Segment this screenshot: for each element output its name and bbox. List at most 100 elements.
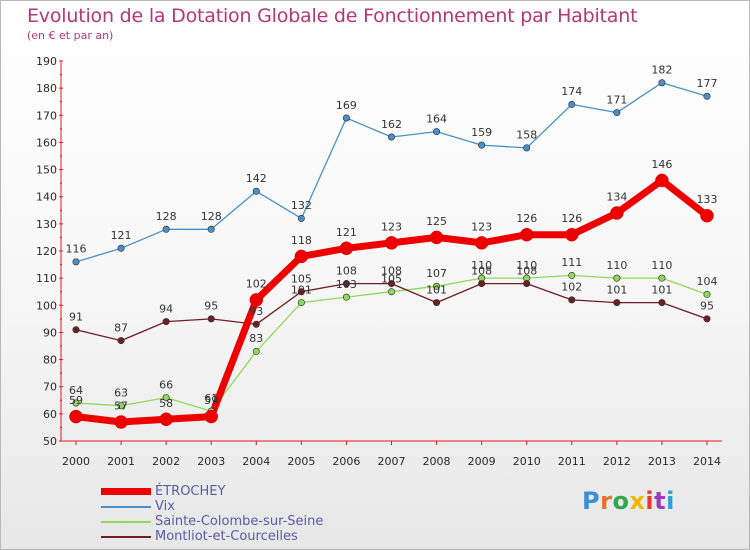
- chart-subtitle: (en € et par an): [27, 29, 114, 42]
- data-label-montliot-et-courcelles: 91: [69, 311, 83, 324]
- data-point-montliot-et-courcelles: [72, 326, 80, 334]
- data-point-montliot-et-courcelles: [478, 280, 486, 288]
- data-point-trochey: [384, 236, 399, 250]
- data-label-montliot-et-courcelles: 93: [249, 305, 263, 318]
- data-label-montliot-et-courcelles: 101: [606, 283, 627, 296]
- data-point-vix: [703, 92, 711, 100]
- data-point-sainte-colombe-sur-seine: [72, 399, 80, 407]
- data-point-trochey: [429, 230, 444, 245]
- data-point-montliot-et-courcelles: [568, 296, 576, 304]
- data-label-sainte-colombe-sur-seine: 110: [606, 259, 627, 272]
- series-points: [69, 79, 714, 429]
- data-point-trochey: [610, 206, 624, 220]
- y-tick-label: 90: [43, 326, 57, 339]
- data-label-montliot-et-courcelles: 94: [159, 302, 173, 315]
- data-label-trochey: 125: [426, 215, 447, 228]
- data-label-sainte-colombe-sur-seine: 105: [381, 273, 402, 286]
- data-label-vix: 128: [156, 210, 177, 223]
- data-label-montliot-et-courcelles: 105: [291, 273, 312, 286]
- data-label-vix: 158: [516, 129, 537, 142]
- data-point-vix: [117, 244, 125, 252]
- y-tick-label: 80: [43, 354, 57, 367]
- data-label-sainte-colombe-sur-seine: 101: [291, 283, 312, 296]
- data-label-trochey: 57: [114, 400, 128, 413]
- data-label-trochey: 58: [159, 397, 173, 410]
- logo-letter: x: [629, 487, 646, 515]
- y-tick-label: 70: [43, 381, 57, 394]
- x-tick-label: 2012: [603, 455, 631, 468]
- data-point-trochey: [655, 173, 669, 188]
- data-label-trochey: 102: [246, 277, 267, 290]
- data-label-trochey: 59: [204, 394, 218, 407]
- data-label-montliot-et-courcelles: 108: [336, 264, 357, 277]
- data-point-sainte-colombe-sur-seine: [252, 347, 260, 355]
- x-tick-label: 2011: [558, 455, 586, 468]
- data-label-montliot-et-courcelles: 101: [426, 283, 447, 296]
- proxiti-logo: Proxiti: [582, 487, 675, 515]
- data-point-trochey: [204, 409, 218, 424]
- data-point-trochey: [339, 241, 354, 256]
- x-tick-label: 2004: [242, 455, 270, 468]
- x-tick-label: 2005: [287, 455, 315, 468]
- chart-title: Evolution de la Dotation Globale de Fonc…: [27, 5, 638, 27]
- data-point-vix: [658, 79, 666, 87]
- data-point-trochey: [159, 412, 173, 427]
- y-tick-label: 180: [36, 82, 57, 95]
- data-label-vix: 121: [111, 229, 132, 242]
- data-label-vix: 171: [606, 93, 627, 106]
- data-label-trochey: 133: [697, 193, 718, 206]
- data-point-vix: [478, 141, 486, 149]
- data-label-montliot-et-courcelles: 87: [114, 321, 128, 334]
- legend-label-montliot: Montliot-et-Courcelles: [155, 529, 298, 544]
- data-label-montliot-et-courcelles: 108: [516, 264, 537, 277]
- data-label-vix: 159: [471, 126, 492, 139]
- data-label-sainte-colombe-sur-seine: 63: [114, 387, 128, 400]
- data-label-sainte-colombe-sur-seine: 103: [336, 278, 357, 291]
- data-label-montliot-et-courcelles: 101: [651, 283, 672, 296]
- data-point-montliot-et-courcelles: [252, 320, 260, 328]
- legend-label-etrochey: ÉTROCHEY: [155, 484, 226, 499]
- legend-swatch-montliot: [101, 536, 151, 538]
- logo-letter: i: [645, 487, 655, 515]
- data-point-montliot-et-courcelles: [297, 288, 305, 296]
- y-tick-label: 110: [36, 272, 57, 285]
- data-point-vix: [297, 214, 305, 222]
- data-label-trochey: 123: [471, 220, 492, 233]
- data-label-vix: 162: [381, 118, 402, 131]
- y-tick-label: 100: [36, 299, 57, 312]
- data-label-montliot-et-courcelles: 108: [471, 264, 492, 277]
- data-point-trochey: [565, 227, 579, 242]
- data-point-sainte-colombe-sur-seine: [117, 402, 125, 410]
- logo-letter: i: [666, 487, 675, 515]
- data-point-sainte-colombe-sur-seine: [658, 274, 666, 282]
- legend-swatch-sainte-colombe: [101, 521, 151, 523]
- data-label-sainte-colombe-sur-seine: 83: [249, 332, 263, 345]
- data-label-trochey: 146: [651, 158, 672, 171]
- data-label-trochey: 123: [381, 220, 402, 233]
- y-tick-label: 190: [36, 55, 57, 68]
- logo-letter: P: [582, 487, 601, 515]
- y-tick-label: 60: [43, 408, 57, 421]
- data-label-sainte-colombe-sur-seine: 111: [561, 256, 582, 269]
- data-label-montliot-et-courcelles: 95: [204, 300, 218, 313]
- data-point-trochey: [474, 236, 489, 250]
- y-tick-label: 170: [36, 109, 57, 122]
- x-tick-label: 2014: [693, 455, 721, 468]
- data-point-vix: [207, 225, 215, 233]
- x-tick-label: 2010: [513, 455, 541, 468]
- data-label-sainte-colombe-sur-seine: 66: [159, 378, 173, 391]
- data-point-sainte-colombe-sur-seine: [162, 394, 170, 402]
- data-point-trochey: [294, 249, 309, 264]
- data-label-montliot-et-courcelles: 95: [700, 300, 714, 313]
- legend-swatch-vix: [101, 506, 151, 508]
- x-tick-label: 2001: [107, 455, 135, 468]
- data-label-vix: 142: [246, 172, 267, 185]
- data-point-montliot-et-courcelles: [162, 318, 170, 326]
- data-point-trochey: [249, 293, 264, 307]
- x-tick-label: 2007: [378, 455, 406, 468]
- y-tick-label: 150: [36, 164, 57, 177]
- data-label-sainte-colombe-sur-seine: 110: [471, 259, 492, 272]
- data-label-vix: 177: [697, 77, 718, 90]
- data-label-vix: 116: [66, 243, 87, 256]
